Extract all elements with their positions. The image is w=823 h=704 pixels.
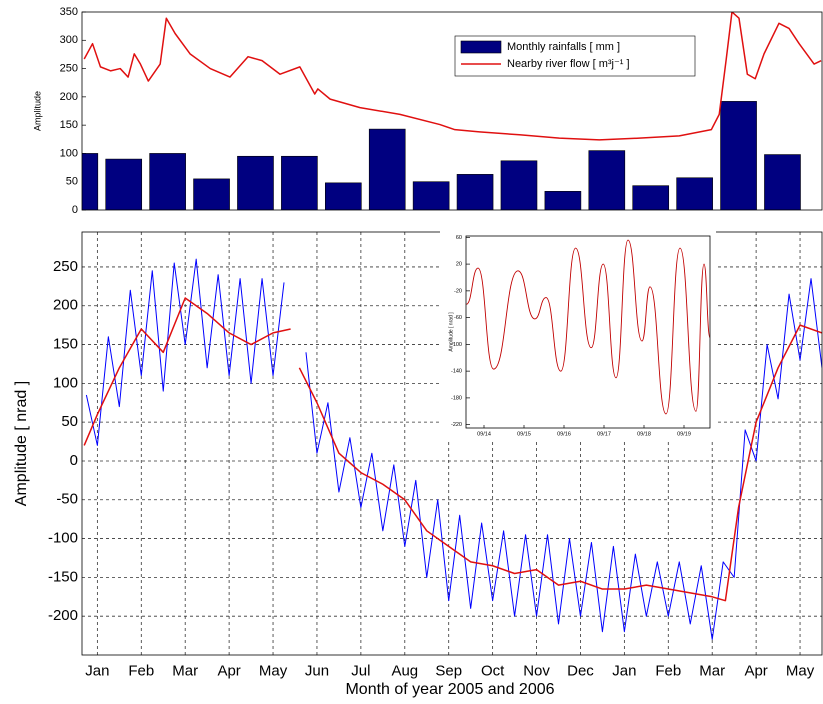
y-tick-label: 250 bbox=[60, 62, 78, 74]
legend-label: Nearby river flow [ m³j⁻¹ ] bbox=[507, 58, 630, 70]
bar bbox=[105, 158, 143, 210]
y-tick-label: -150 bbox=[48, 568, 78, 585]
y-tick-label: 200 bbox=[53, 297, 78, 314]
y-tick-label: -140 bbox=[451, 369, 462, 375]
x-tick-label: Oct bbox=[481, 662, 505, 679]
x-tick-label: Mar bbox=[172, 662, 198, 679]
frame bbox=[465, 235, 711, 429]
legend-label: Monthly rainfalls [ mm ] bbox=[507, 41, 620, 53]
x-tick-label: 09/18 bbox=[637, 432, 651, 438]
bar bbox=[588, 150, 626, 210]
bar bbox=[456, 174, 494, 210]
y-tick-label: -20 bbox=[454, 288, 462, 294]
x-tick-label: Dec bbox=[567, 662, 594, 679]
x-tick-label: May bbox=[786, 662, 815, 679]
y-tick-label: 150 bbox=[53, 336, 78, 353]
bar bbox=[412, 181, 450, 210]
x-tick-label: 09/14 bbox=[477, 432, 491, 438]
y-tick-label: 100 bbox=[60, 147, 78, 159]
y-tick-label: 50 bbox=[61, 413, 78, 430]
x-tick-label: Nov bbox=[523, 662, 550, 679]
line bbox=[85, 258, 822, 640]
bar bbox=[368, 128, 406, 210]
y-tick-label: 0 bbox=[70, 452, 78, 469]
x-axis-label: Month of year 2005 and 2006 bbox=[345, 681, 554, 698]
line bbox=[83, 297, 822, 602]
y-tick-label: -220 bbox=[451, 422, 462, 428]
bar bbox=[632, 185, 670, 210]
plot: -200 -150 -100 -50 0 50 100 150 200 250 Jan Feb Mar A… bbox=[13, 231, 823, 698]
x-tick-label: Jun bbox=[305, 662, 329, 679]
y-tick-label: 300 bbox=[60, 34, 78, 46]
x-tick-label: Feb bbox=[655, 662, 681, 679]
bar bbox=[237, 155, 274, 210]
line bbox=[83, 12, 822, 141]
x-tick-label: Aug bbox=[391, 662, 418, 679]
x-tick-label: Feb bbox=[128, 662, 154, 679]
y-tick-label: -180 bbox=[451, 395, 462, 401]
inset-background bbox=[440, 228, 716, 442]
line bbox=[466, 239, 710, 415]
bar bbox=[149, 153, 186, 210]
bar bbox=[281, 155, 318, 210]
x-tick-label: 09/16 bbox=[557, 432, 571, 438]
y-tick-label: 0 bbox=[72, 204, 78, 216]
x-tick-label: 09/19 bbox=[677, 432, 691, 438]
y-tick-label: -60 bbox=[454, 315, 462, 321]
x-tick-label: Jan bbox=[612, 662, 636, 679]
bar bbox=[82, 153, 99, 210]
y-tick-label: -100 bbox=[48, 530, 78, 547]
bar bbox=[324, 182, 362, 210]
x-tick-label: Apr bbox=[217, 662, 240, 679]
y-tick-label: 100 bbox=[53, 374, 78, 391]
x-tick-label: Sep bbox=[435, 662, 462, 679]
series-group bbox=[82, 12, 822, 210]
bar bbox=[544, 191, 582, 210]
bar bbox=[720, 101, 757, 210]
y-tick-label: 200 bbox=[60, 91, 78, 103]
y-axis-label: Amplitude [ nrad ] bbox=[13, 381, 30, 506]
x-tick-label: Mar bbox=[699, 662, 725, 679]
x-tick-label: May bbox=[259, 662, 288, 679]
x-tick-label: 09/17 bbox=[597, 432, 611, 438]
legend-swatch bbox=[460, 40, 502, 54]
bar bbox=[764, 154, 801, 210]
y-tick-label: 150 bbox=[60, 119, 78, 131]
x-tick-label: Jul bbox=[351, 662, 370, 679]
x-tick-label: Jan bbox=[85, 662, 109, 679]
y-axis-label: Amplitude [ nrad ] bbox=[448, 312, 454, 352]
y-tick-label: 350 bbox=[60, 6, 78, 18]
series-group bbox=[466, 239, 710, 415]
plot: -220 -180 -140 -100 -60 -20 20 60 09/14 09/15 09/1… bbox=[448, 235, 711, 438]
y-tick-label: 60 bbox=[456, 235, 462, 241]
bar bbox=[193, 178, 230, 210]
x-tick-label: 09/15 bbox=[517, 432, 531, 438]
y-tick-label: 250 bbox=[53, 258, 78, 275]
y-axis-label: Amplitude bbox=[32, 91, 42, 131]
y-tick-label: -200 bbox=[48, 607, 78, 624]
y-tick-label: -100 bbox=[451, 342, 462, 348]
x-tick-label: Apr bbox=[744, 662, 767, 679]
y-tick-label: 20 bbox=[456, 262, 462, 268]
bar bbox=[676, 177, 713, 210]
series-group bbox=[83, 258, 822, 640]
y-tick-label: -50 bbox=[56, 491, 78, 508]
bar bbox=[500, 160, 538, 210]
y-tick-label: 50 bbox=[66, 176, 78, 188]
plot: 0 50 100 150 200 250 300 350 Amplitude Monthly ra… bbox=[32, 6, 823, 216]
frame bbox=[81, 11, 823, 211]
